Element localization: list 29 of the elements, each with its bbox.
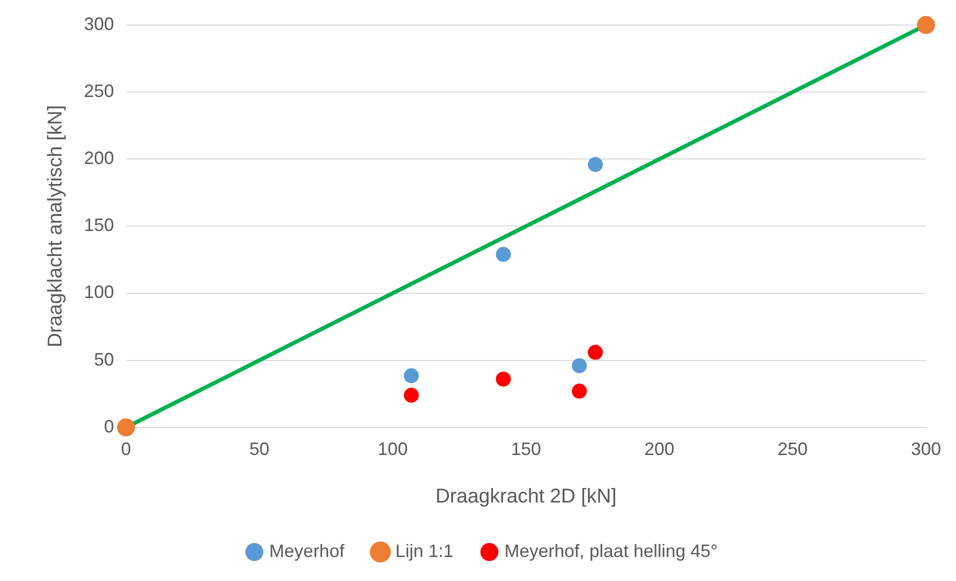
x-tick-label: 200 <box>644 439 674 460</box>
y-axis-title: Draagklacht analytisch [kN] <box>44 105 67 348</box>
point <box>572 384 587 399</box>
x-tick-label: 300 <box>910 439 942 460</box>
point <box>588 157 603 172</box>
x-tick-label: 150 <box>510 439 542 460</box>
point <box>917 16 935 34</box>
legend-label: Meyerhof, plaat helling 45° <box>504 540 718 561</box>
legend-label: Meyerhof <box>269 540 346 561</box>
y-tick-label: 250 <box>84 81 114 102</box>
x-tick-label: 50 <box>249 439 270 460</box>
y-tick-label: 300 <box>84 14 114 34</box>
y-tick-label: 50 <box>94 349 114 370</box>
point <box>496 246 511 262</box>
point <box>404 388 419 403</box>
y-tick-label: 0 <box>104 416 114 436</box>
x-tick-label: 100 <box>378 439 408 460</box>
x-axis-title: Draagkracht 2D [kN] <box>435 486 617 508</box>
point <box>572 358 587 374</box>
x-tick-label: 0 <box>121 439 132 460</box>
point <box>117 418 136 436</box>
point <box>496 372 511 387</box>
x-tick-label: 250 <box>778 439 808 460</box>
legend-label: Lijn 1:1 <box>395 540 454 561</box>
point <box>588 344 603 360</box>
y-tick-label: 200 <box>84 148 114 168</box>
y-tick-label: 150 <box>84 215 114 236</box>
y-tick-label: 100 <box>84 282 114 302</box>
point <box>404 368 419 384</box>
